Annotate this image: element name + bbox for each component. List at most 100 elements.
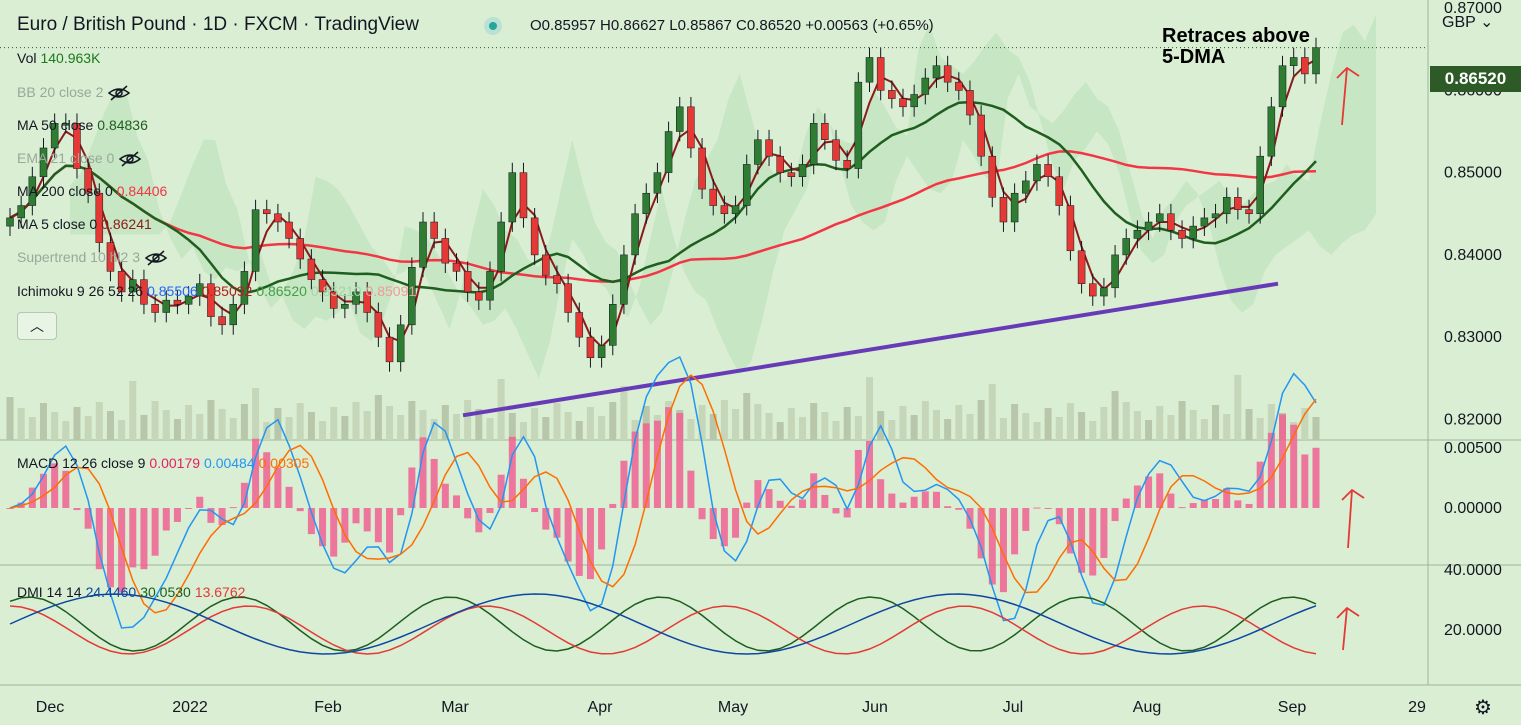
volume-bar (51, 412, 59, 440)
symbol-title[interactable]: Euro / British Pound · 1D · FXCM · Tradi… (17, 14, 419, 35)
volume-bar (162, 410, 170, 440)
eye-crossed-icon[interactable] (144, 250, 168, 266)
time-tick-label: Feb (314, 699, 342, 716)
volume-bar (17, 408, 25, 440)
candle-body (664, 131, 673, 173)
macd-histogram-bar (464, 508, 472, 519)
legend-ma50[interactable]: MA 50 close 0.84836 (17, 117, 152, 133)
macd-histogram-bar (319, 508, 327, 547)
volume-bar (1189, 410, 1197, 440)
candle-body (609, 304, 617, 346)
macd-histogram-bar (854, 449, 862, 508)
candle-body (564, 283, 572, 313)
candle-body (720, 205, 729, 215)
candle-body (1278, 65, 1287, 108)
macd-histogram-bar (1167, 493, 1175, 508)
volume-bar (84, 416, 92, 440)
volume-bar (966, 414, 974, 440)
macd-histogram-bar (1089, 508, 1097, 576)
candle-body (508, 172, 517, 223)
candle-body (1055, 176, 1064, 206)
candle-body (821, 123, 829, 140)
currency-selector[interactable]: GBP ⌄ (1442, 12, 1493, 32)
volume-bar (575, 421, 583, 440)
price-tick-label: 0.84000 (1444, 247, 1502, 264)
arrow-shaft (1341, 67, 1348, 126)
legend-dmi[interactable]: DMI 14 14 24.4460 30.0530 13.6762 (17, 584, 249, 600)
collapse-legend-button[interactable]: ︿ (17, 312, 57, 340)
candle-body (675, 106, 684, 132)
eye-crossed-icon[interactable] (118, 151, 142, 167)
volume-bar (787, 408, 795, 440)
legend-ichimoku[interactable]: Ichimoku 9 26 52 26 0.85506 0.85092 0.86520… (17, 283, 420, 299)
candle-body (1111, 254, 1119, 289)
candle-body (475, 291, 483, 301)
macd-histogram-bar (1122, 498, 1130, 508)
macd-histogram-bar (1022, 508, 1030, 531)
candle-body (419, 221, 427, 268)
arrow-head (1336, 606, 1360, 619)
legend-ichimoku-value: 0.85092 (201, 283, 253, 299)
legend-ma5[interactable]: MA 5 close 0 0.86241 (17, 216, 156, 232)
volume-bar (386, 406, 394, 440)
volume-bar (430, 419, 438, 440)
macd-histogram-bar (1178, 507, 1186, 509)
time-tick-label: Apr (588, 699, 614, 716)
volume-bar (1301, 408, 1309, 440)
legend-supertrend-label: Supertrend 10 hl2 3 (17, 249, 140, 265)
macd-histogram-bar (1044, 508, 1052, 509)
macd-histogram-bar (977, 508, 985, 559)
macd-histogram-bar (95, 508, 103, 570)
legend-vol[interactable]: Vol 140.963K (17, 50, 104, 66)
gear-icon[interactable]: ⚙ (1474, 697, 1492, 719)
macd-histogram-bar (441, 483, 449, 508)
macd-histogram-bar (1256, 461, 1264, 508)
volume-bar (1011, 404, 1019, 440)
macd-histogram-bar (408, 467, 416, 508)
volume-bar (832, 421, 840, 440)
legend-ma200[interactable]: MA 200 close 0 0.84406 (17, 183, 171, 199)
macd-histogram-bar (6, 508, 14, 509)
macd-histogram-bar (586, 508, 594, 580)
volume-bar (620, 386, 628, 440)
volume-bar (854, 416, 862, 440)
volume-bar (609, 402, 617, 440)
candle-body (876, 57, 885, 91)
volume-bar (240, 404, 248, 440)
volume-bar (452, 414, 460, 440)
price-tick-label: 0.85000 (1444, 165, 1502, 182)
macd-histogram-bar (1100, 508, 1108, 558)
candle-body (318, 279, 327, 293)
candle-body (1144, 221, 1153, 231)
legend-macd[interactable]: MACD 12 26 close 9 0.00179 0.00484 0.00305 (17, 455, 313, 471)
legend-supertrend[interactable]: Supertrend 10 hl2 3 (17, 249, 168, 266)
macd-histogram-bar (598, 508, 606, 550)
candle-body (274, 213, 282, 223)
volume-bar (564, 412, 572, 440)
eye-crossed-icon[interactable] (107, 85, 131, 101)
macd-histogram-bar (709, 508, 717, 540)
macd-histogram-bar (743, 502, 751, 508)
candle-body (754, 139, 762, 165)
legend-ichimoku-value: 0.85210 (310, 283, 362, 299)
legend-ema[interactable]: EMA 21 close 0 (17, 150, 142, 167)
macd-histogram-bar (73, 508, 81, 511)
macd-histogram-bar (1212, 499, 1220, 508)
legend-bb[interactable]: BB 20 close 2 (17, 84, 131, 101)
legend-ma200-value: 0.84406 (116, 183, 168, 199)
volume-bar (196, 414, 204, 440)
volume-bar (1256, 418, 1264, 440)
candle-body (921, 77, 930, 95)
candle-body (943, 65, 952, 83)
volume-bar (932, 410, 940, 440)
time-tick-label: May (718, 699, 748, 716)
currency-label: GBP (1442, 14, 1476, 31)
volume-bar (921, 401, 929, 440)
macd-signal-line (9, 374, 1317, 614)
macd-histogram-bar (229, 507, 237, 509)
volume-bar (531, 408, 539, 440)
ma50-line (9, 100, 1317, 295)
macd-histogram-bar (285, 486, 293, 508)
legend-dmi-value: 30.0530 (140, 584, 191, 600)
